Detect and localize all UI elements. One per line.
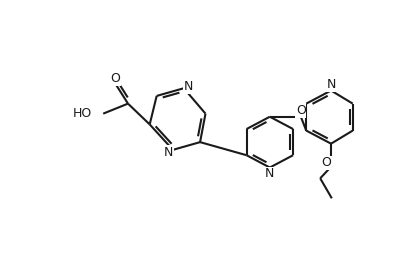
Text: O: O <box>111 72 120 86</box>
Text: N: N <box>184 80 193 93</box>
Text: O: O <box>296 104 306 117</box>
Text: N: N <box>326 78 336 91</box>
Text: N: N <box>265 167 274 180</box>
Text: O: O <box>322 156 331 169</box>
Text: HO: HO <box>73 107 93 120</box>
Text: N: N <box>164 146 173 159</box>
